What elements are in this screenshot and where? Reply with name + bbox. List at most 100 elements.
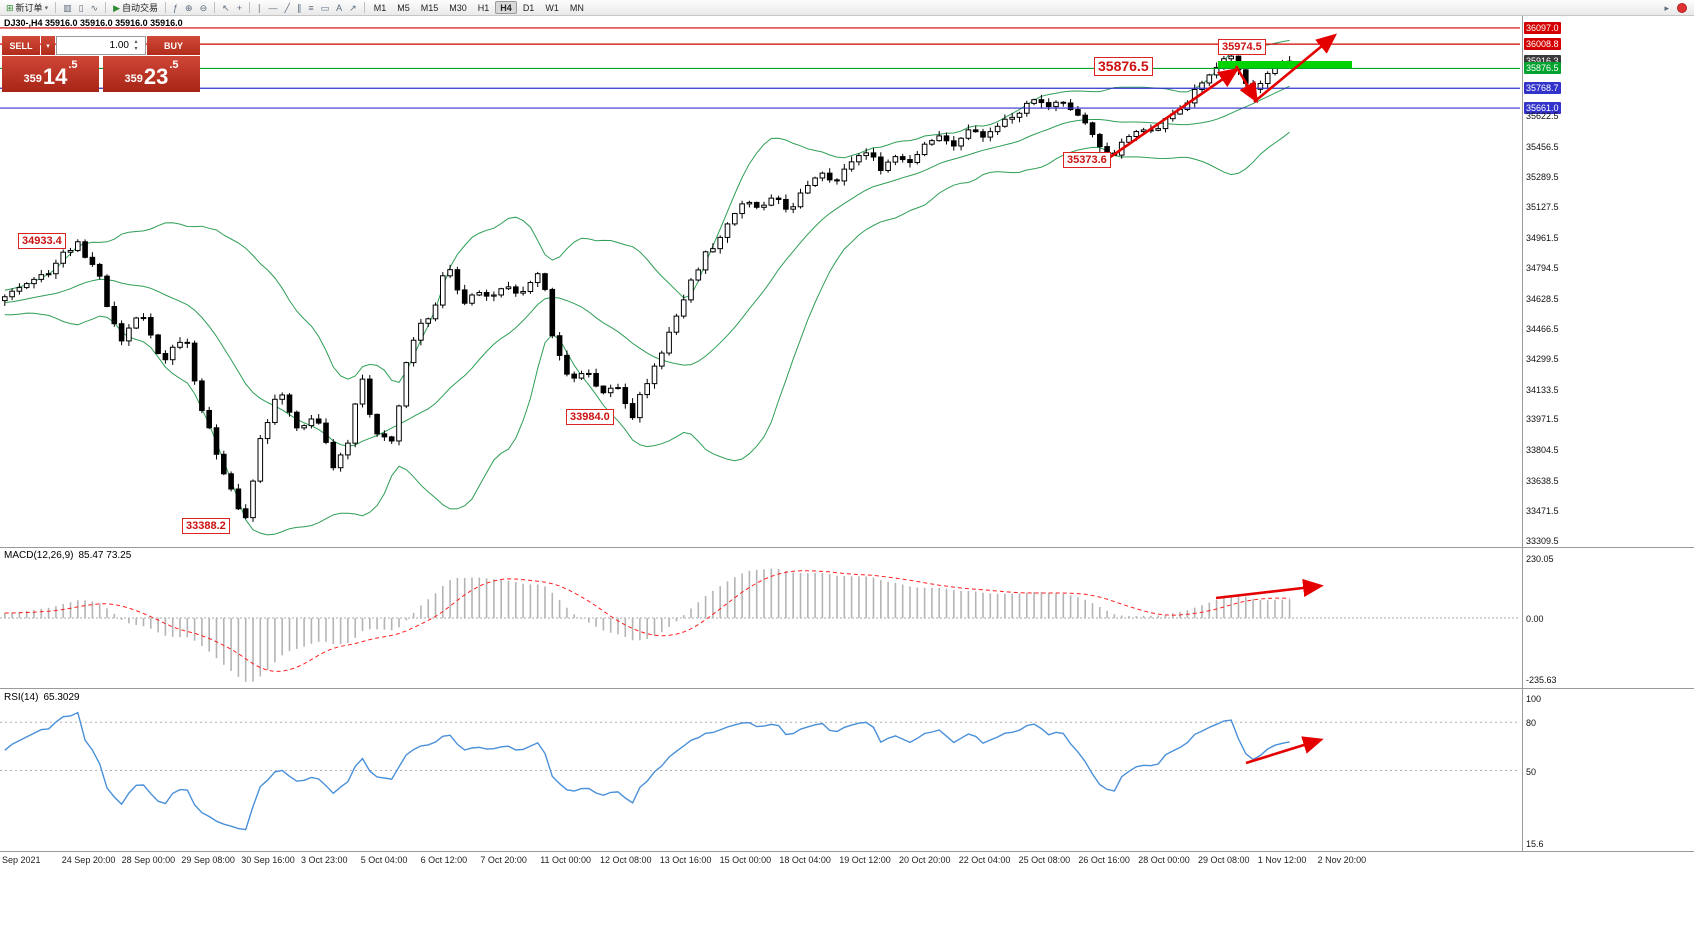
zoom-out-icon-glyph: ⊖ [199, 2, 208, 13]
timeframe-m30-label: M30 [449, 2, 467, 13]
arrow-tool-icon[interactable]: ↗ [346, 1, 360, 15]
timeframe-h1[interactable]: H1 [473, 1, 495, 14]
toolbar-separator [214, 2, 216, 13]
fibonacci-icon[interactable]: ≡ [305, 1, 316, 15]
order-options-caret[interactable]: ▾ [41, 36, 55, 55]
new-order-button[interactable]: ⊞ 新订单 ▾ [3, 1, 51, 15]
timeframe-h4-label: H4 [500, 2, 512, 13]
volume-stepper[interactable]: ▴ ▾ [129, 37, 143, 54]
sell-button[interactable]: 359 14.5 [2, 56, 99, 92]
buy-price-fraction: .5 [169, 59, 179, 71]
volume-input[interactable] [57, 38, 129, 53]
volume-down-icon[interactable]: ▾ [134, 45, 138, 52]
trend-arrows [1105, 33, 1338, 765]
crosshair-icon[interactable]: + [234, 1, 245, 15]
macd-name: MACD(12,26,9) [4, 550, 74, 561]
rsi-panel [0, 711, 1520, 831]
indicators-icon[interactable]: ƒ [170, 1, 181, 15]
sell-price-fraction: .5 [68, 59, 78, 71]
trendline-icon[interactable]: ╱ [281, 1, 292, 15]
toolbar-separator [363, 2, 365, 13]
zoom-in-icon-glyph: ⊕ [185, 2, 193, 13]
timeframe-w1-label: W1 [545, 2, 559, 13]
text-icon-glyph: A [336, 2, 343, 13]
channel-icon[interactable]: ∥ [294, 1, 305, 15]
auto-trading-button-label: 自动交易 [122, 3, 159, 13]
rsi-value: 65.3029 [43, 692, 80, 703]
toolbar-separator [105, 2, 107, 13]
volume-box: ▴ ▾ [56, 36, 146, 55]
timeframe-m5-label: M5 [397, 2, 410, 13]
pane-separators [0, 16, 1694, 852]
timeframe-m30[interactable]: M30 [444, 1, 472, 14]
bar-chart-icon[interactable]: ▥ [60, 1, 75, 15]
vertical-line-icon[interactable]: ∣ [254, 1, 265, 15]
sell-price-prefix: 359 [23, 73, 42, 85]
new-order-glyph: ⊞ [6, 2, 14, 13]
line-chart-icon-glyph: ∿ [90, 2, 99, 13]
rsi-name: RSI(14) [4, 692, 39, 703]
main-toolbar: ⊞ 新订单 ▾ ▥ ▯ ∿ ▶ 自动交易 ƒ ⊕ ⊖ ↖ + ∣ ― ╱ ∥ ≡ ▭ A ↗ M1 M5 M15 M30 H1 H4… [0, 0, 1694, 16]
buy-tab[interactable]: BUY [147, 36, 200, 55]
vertical-line-icon-glyph: ∣ [256, 2, 262, 13]
sell-tab[interactable]: SELL [2, 36, 40, 55]
timeframe-m15-label: M15 [420, 2, 439, 13]
cursor-icon[interactable]: ↖ [219, 1, 233, 15]
zoom-out-icon[interactable]: ⊖ [197, 1, 211, 15]
buy-price-prefix: 359 [124, 73, 143, 85]
notification-badge[interactable] [1677, 2, 1687, 13]
macd-indicator-label: MACD(12,26,9) 85.47 73.25 [4, 550, 131, 561]
shapes-icon-glyph: ▭ [320, 2, 330, 13]
horizontal-line-icon[interactable]: ― [265, 1, 280, 15]
timeframe-mn-label: MN [569, 2, 584, 13]
zoom-in-icon[interactable]: ⊕ [182, 1, 196, 15]
candlestick-chart-icon[interactable]: ▯ [76, 1, 87, 15]
toolbar-separator [248, 2, 250, 13]
candlestick-chart-icon-glyph: ▯ [78, 2, 84, 13]
timeframe-m1[interactable]: M1 [369, 1, 392, 14]
chart-scroll-icon[interactable]: ▸ [1661, 1, 1672, 15]
candlestick-series [2, 54, 1293, 522]
chart-scroll-icon-glyph: ▸ [1664, 2, 1669, 13]
cursor-icon-glyph: ↖ [222, 2, 230, 13]
timeframe-d1-label: D1 [522, 2, 535, 13]
timeframe-h4[interactable]: H4 [495, 1, 517, 14]
text-icon[interactable]: A [333, 1, 345, 15]
macd-histogram [0, 568, 1520, 682]
bar-chart-icon-glyph: ▥ [63, 2, 72, 13]
toolbar-separator [165, 2, 167, 13]
trendline-icon-glyph: ╱ [284, 2, 290, 13]
volume-up-icon[interactable]: ▴ [134, 38, 138, 45]
dropdown-caret-icon: ▾ [44, 4, 49, 12]
horizontal-levels [0, 27, 1520, 109]
bollinger-bands [4, 39, 1290, 536]
buy-price-big: 23 [143, 64, 169, 89]
line-chart-icon[interactable]: ∿ [88, 1, 102, 15]
channel-icon-glyph: ∥ [296, 2, 302, 13]
fibonacci-icon-glyph: ≡ [308, 2, 314, 13]
timeframe-h1-label: H1 [477, 2, 490, 13]
timeframe-m1-label: M1 [373, 2, 387, 13]
timeframe-w1[interactable]: W1 [540, 1, 564, 14]
indicators-icon-glyph: ƒ [173, 2, 179, 13]
shapes-icon[interactable]: ▭ [318, 1, 333, 15]
new-order-button-label: 新订单 [15, 3, 43, 13]
buy-button[interactable]: 359 23.5 [103, 56, 200, 92]
macd-values: 85.47 73.25 [78, 550, 132, 561]
horizontal-line-icon-glyph: ― [268, 2, 278, 13]
sell-price-big: 14 [42, 64, 68, 89]
auto-trading-glyph: ▶ [113, 2, 121, 13]
timeframe-d1[interactable]: D1 [518, 1, 540, 14]
arrow-tool-icon-glyph: ↗ [349, 2, 357, 13]
timeframe-mn[interactable]: MN [565, 1, 589, 14]
chart-title: DJ30-,H4 35916.0 35916.0 35916.0 35916.0 [4, 18, 183, 28]
crosshair-icon-glyph: + [236, 2, 242, 13]
auto-trading-button[interactable]: ▶ 自动交易 [110, 1, 161, 15]
toolbar-separator [55, 2, 57, 13]
rsi-indicator-label: RSI(14) 65.3029 [4, 692, 80, 703]
timeframe-m15[interactable]: M15 [416, 1, 444, 14]
timeframe-m5[interactable]: M5 [392, 1, 415, 14]
